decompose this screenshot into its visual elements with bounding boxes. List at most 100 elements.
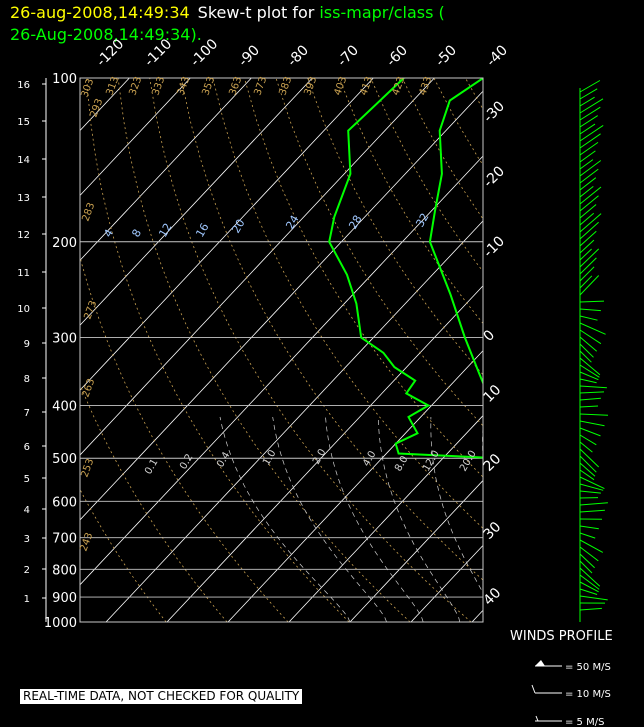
wind-barb bbox=[579, 177, 597, 191]
dry-adiabat-label: 343 bbox=[175, 75, 192, 97]
temp-label-right: -10 bbox=[481, 233, 508, 260]
wind-barb bbox=[579, 96, 595, 107]
pressure-label: 700 bbox=[52, 532, 77, 547]
isotherm-line bbox=[80, 78, 191, 196]
wind-barb bbox=[579, 350, 592, 363]
height-label: 7 bbox=[24, 408, 30, 419]
moist-label: 0.1 bbox=[143, 457, 160, 476]
moist-adiabat-line bbox=[533, 417, 570, 622]
wind-barb bbox=[579, 560, 593, 574]
wind-barb bbox=[579, 257, 597, 275]
temp-label-top: -70 bbox=[335, 42, 362, 69]
wind-barb bbox=[579, 413, 609, 416]
dry-adiabat-line bbox=[401, 78, 483, 220]
wind-barb bbox=[579, 168, 599, 184]
title-line2: 26-Aug-2008,14:49:34). bbox=[10, 25, 202, 44]
pressure-label: 400 bbox=[52, 400, 77, 415]
wind-barb bbox=[579, 315, 598, 321]
wind-legend-label: = 50 M/S bbox=[565, 662, 611, 673]
temp-label-top: -90 bbox=[236, 42, 263, 69]
height-label: 5 bbox=[24, 474, 30, 485]
dry-adiabat-label: 433 bbox=[417, 75, 434, 97]
pressure-label: 800 bbox=[52, 563, 77, 578]
wind-barb bbox=[579, 150, 596, 163]
moist-adiabat-line bbox=[272, 416, 387, 622]
wind-barb bbox=[579, 160, 602, 177]
wind-barb bbox=[579, 525, 599, 530]
dry-adiabat-label: 253 bbox=[79, 457, 96, 479]
wind-barb bbox=[579, 213, 602, 233]
temp-label-right: -30 bbox=[481, 98, 508, 125]
height-label: 15 bbox=[17, 117, 30, 128]
height-label: 4 bbox=[24, 505, 30, 516]
dry-adiabat-line bbox=[497, 78, 644, 622]
wind-barb bbox=[579, 123, 596, 135]
dry-adiabat-label: 413 bbox=[358, 75, 375, 97]
wind-barb bbox=[579, 204, 597, 219]
wind-barb bbox=[579, 159, 594, 170]
moist-label: 0.2 bbox=[178, 452, 195, 471]
isotherm-line bbox=[349, 479, 483, 622]
wind-barb bbox=[579, 322, 606, 335]
height-label: 6 bbox=[24, 442, 30, 453]
wind-barb bbox=[579, 88, 598, 100]
wind-barb bbox=[579, 455, 597, 473]
moist-label: 12.0 bbox=[421, 449, 442, 474]
height-label: 1 bbox=[24, 594, 30, 605]
height-label: 14 bbox=[17, 155, 30, 166]
pressure-label: 200 bbox=[52, 236, 77, 251]
temp-label-top: -40 bbox=[484, 42, 511, 69]
wind-barb bbox=[579, 427, 601, 437]
moist-label: 2.0 bbox=[311, 447, 328, 466]
dry-adiabat-label: 273 bbox=[82, 299, 99, 321]
wind-barb bbox=[579, 329, 602, 345]
title-label: Skew-t plot for bbox=[198, 3, 315, 22]
dry-adiabat-label: 293 bbox=[88, 97, 105, 119]
dry-adiabat-label: 393 bbox=[302, 75, 319, 97]
wind-barb bbox=[579, 546, 599, 562]
dry-adiabat-label: 323 bbox=[127, 75, 144, 97]
wind-barb bbox=[579, 239, 595, 254]
dry-adiabat-label: 363 bbox=[227, 75, 244, 97]
quality-disclaimer: REAL-TIME DATA, NOT CHECKED FOR QUALITY bbox=[20, 689, 303, 704]
dry-adiabat-line bbox=[560, 78, 644, 622]
mixing-ratio-label: 24 bbox=[283, 213, 301, 232]
isotherm-line bbox=[288, 415, 483, 622]
isotherm-line bbox=[533, 78, 644, 622]
temp-label-right: 20 bbox=[481, 451, 505, 475]
mixing-ratio-label: 8 bbox=[129, 227, 144, 240]
mixing-ratio-label: 32 bbox=[413, 211, 431, 230]
moist-adiabat-line bbox=[219, 416, 351, 622]
wind-barb bbox=[579, 106, 601, 121]
wind-barb bbox=[579, 378, 597, 384]
wind-barb bbox=[579, 434, 597, 446]
wind-barb bbox=[579, 567, 601, 587]
temp-label-top: -60 bbox=[384, 42, 411, 69]
wind-barb bbox=[579, 212, 595, 226]
moist-label: 1.0 bbox=[261, 448, 278, 467]
pressure-label: 600 bbox=[52, 495, 77, 510]
wind-barb bbox=[579, 80, 601, 93]
wind-barb bbox=[579, 248, 592, 261]
dry-adiabat-label: 423 bbox=[390, 75, 407, 97]
wind-barb bbox=[579, 230, 597, 247]
dry-adiabat-line bbox=[592, 78, 644, 622]
height-label: 3 bbox=[24, 534, 30, 545]
wind-barb bbox=[579, 308, 601, 312]
isotherm-line bbox=[80, 78, 252, 261]
isotherm-line bbox=[410, 544, 483, 622]
wind-barb bbox=[579, 385, 607, 389]
height-label: 16 bbox=[17, 80, 30, 91]
wind-barb bbox=[579, 539, 604, 553]
dry-adiabat-label: 283 bbox=[80, 201, 97, 223]
wind-barb bbox=[579, 115, 598, 128]
wind-barb bbox=[579, 420, 605, 427]
wind-barb bbox=[579, 397, 601, 401]
dry-adiabat-line bbox=[117, 78, 411, 622]
dry-adiabat-label: 333 bbox=[150, 75, 167, 97]
height-label: 12 bbox=[17, 230, 30, 241]
moist-adiabat-line bbox=[430, 416, 483, 594]
plot-area bbox=[80, 78, 644, 622]
wind-legend-label: = 5 M/S bbox=[565, 717, 604, 727]
